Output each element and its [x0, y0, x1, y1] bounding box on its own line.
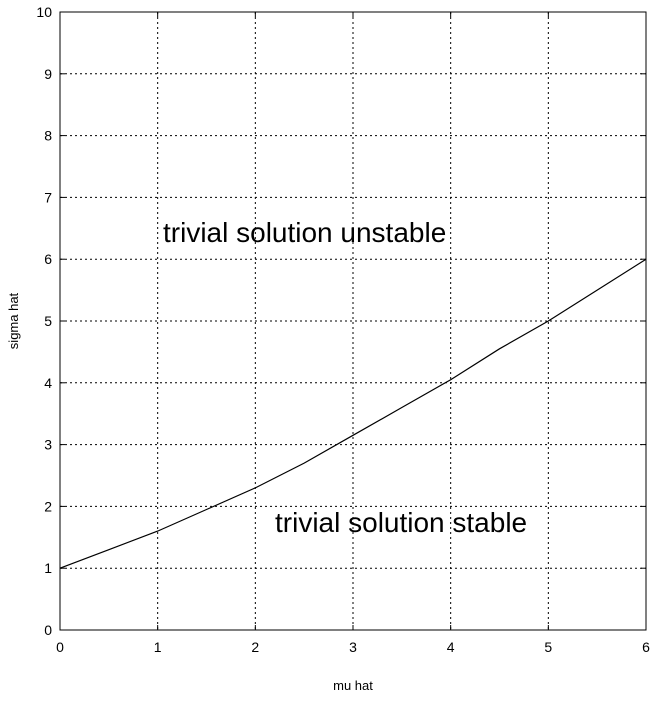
y-axis-label: sigma hat	[6, 292, 21, 349]
x-tick-label: 5	[544, 639, 552, 655]
y-tick-label: 9	[44, 66, 52, 82]
x-tick-label: 0	[56, 639, 64, 655]
x-tick-label: 2	[251, 639, 259, 655]
annotation: trivial solution stable	[275, 507, 527, 538]
y-tick-label: 1	[44, 560, 52, 576]
y-tick-label: 4	[44, 375, 52, 391]
x-tick-label: 6	[642, 639, 650, 655]
y-tick-label: 2	[44, 498, 52, 514]
y-tick-label: 7	[44, 189, 52, 205]
y-tick-label: 5	[44, 313, 52, 329]
x-tick-label: 1	[154, 639, 162, 655]
annotation: trivial solution unstable	[163, 217, 446, 248]
x-axis-label: mu hat	[333, 678, 373, 693]
y-tick-label: 3	[44, 437, 52, 453]
y-tick-label: 8	[44, 128, 52, 144]
data-line	[59, 258, 647, 569]
x-tick-label: 4	[447, 639, 455, 655]
y-tick-label: 0	[44, 622, 52, 638]
y-tick-label: 6	[44, 251, 52, 267]
y-tick-label: 10	[36, 4, 52, 20]
x-tick-label: 3	[349, 639, 357, 655]
plot-frame	[59, 11, 647, 631]
